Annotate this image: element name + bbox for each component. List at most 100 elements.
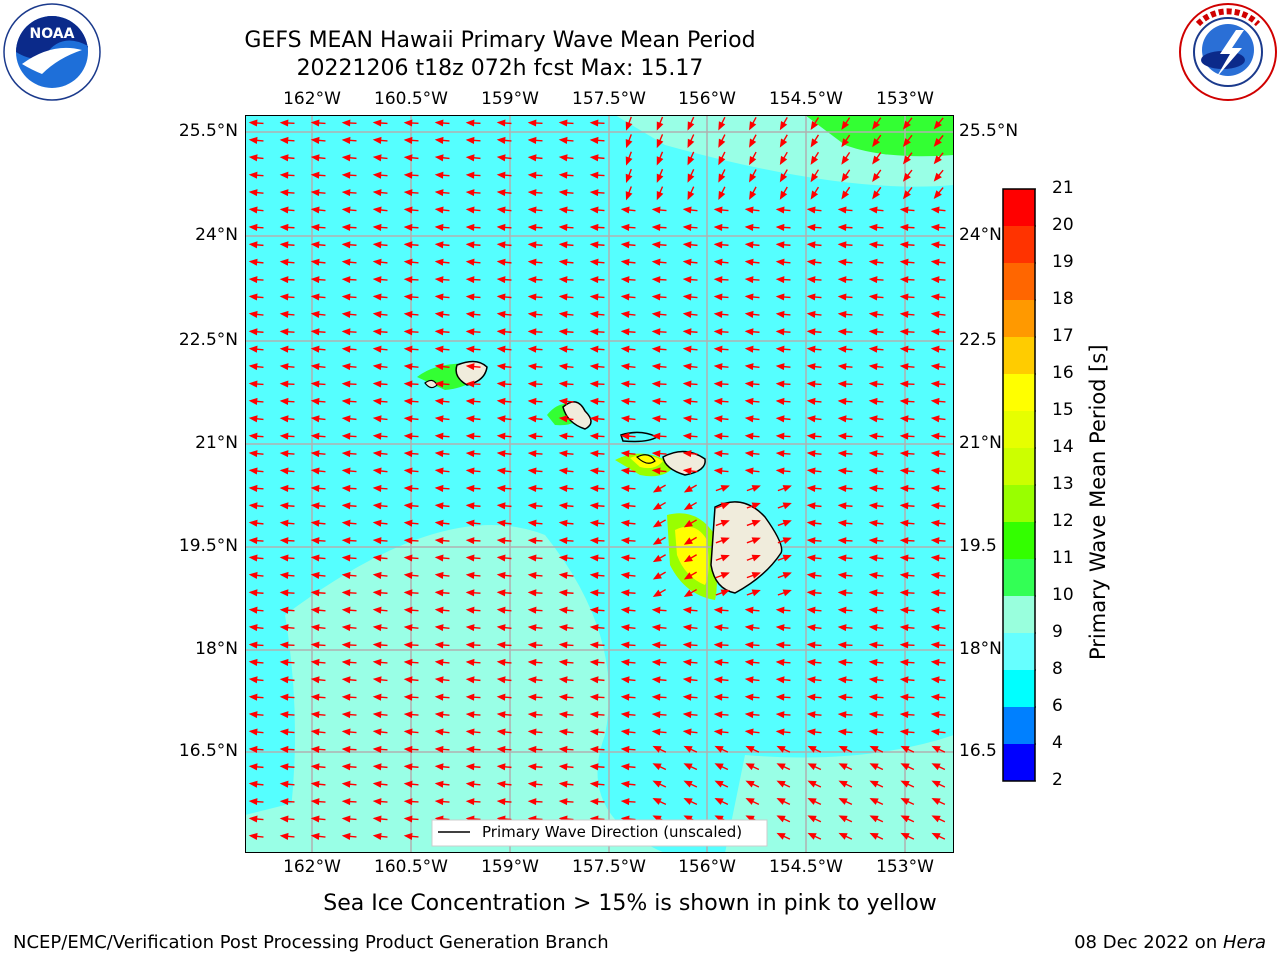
wave-arrow	[838, 745, 853, 753]
wave-arrow	[713, 258, 729, 266]
wave-arrow	[279, 641, 295, 649]
wave-arrow	[279, 258, 295, 266]
wave-arrow	[310, 328, 326, 336]
wave-arrow	[558, 223, 574, 231]
wave-arrow	[682, 432, 698, 440]
wave-arrow	[403, 171, 419, 179]
wave-arrow	[279, 832, 295, 840]
colorbar-segment	[1003, 226, 1035, 264]
wave-arrow	[372, 763, 388, 771]
wave-arrow	[372, 502, 388, 510]
wave-arrow	[715, 502, 730, 510]
wave-arrow	[899, 693, 915, 701]
wave-arrow	[810, 169, 820, 183]
wave-arrow	[775, 223, 791, 231]
wave-arrow	[777, 589, 792, 597]
wave-arrow	[841, 152, 851, 165]
wave-arrow	[434, 241, 450, 249]
colorbar-segment	[1003, 485, 1035, 523]
wave-arrow	[868, 432, 884, 440]
colorbar-segment	[1003, 300, 1035, 338]
wave-arrow	[625, 151, 633, 166]
wave-arrow	[713, 606, 729, 614]
wave-arrow	[746, 485, 761, 492]
wave-arrow	[749, 186, 757, 200]
wave-arrow	[310, 223, 326, 231]
wave-arrow	[620, 345, 636, 353]
wave-arrow	[899, 711, 915, 719]
wave-arrow	[777, 554, 792, 562]
wave-arrow	[310, 415, 326, 423]
wave-arrow	[899, 606, 915, 614]
wave-arrow	[589, 345, 605, 353]
wave-arrow	[341, 241, 357, 249]
wave-arrow	[930, 328, 946, 336]
lon-label-bottom: 153°W	[876, 857, 934, 877]
lat-label-left: 22.5°N	[178, 330, 238, 350]
colorbar-tick-label: 17	[1052, 326, 1074, 346]
wave-arrow	[372, 328, 388, 336]
wave-arrow	[837, 363, 853, 371]
wave-arrow	[744, 258, 760, 266]
wave-arrow	[806, 537, 822, 545]
wave-arrow	[589, 571, 605, 579]
wave-arrow	[620, 223, 636, 231]
wave-arrow	[465, 728, 481, 736]
wave-arrow	[899, 432, 915, 440]
wave-arrow	[279, 711, 295, 719]
wave-arrow	[403, 658, 419, 666]
wave-arrow	[496, 641, 512, 649]
wave-arrow	[930, 589, 946, 597]
wave-arrow	[837, 658, 853, 666]
wave-arrow	[527, 223, 543, 231]
wave-arrow	[713, 241, 729, 249]
wave-arrow	[341, 189, 357, 197]
wave-arrow	[279, 693, 295, 701]
wave-arrow	[558, 328, 574, 336]
wave-arrow	[403, 258, 419, 266]
wave-arrow	[806, 328, 822, 336]
wave-arrow	[496, 467, 512, 475]
wave-arrow	[652, 780, 667, 788]
wave-arrow	[341, 589, 357, 597]
wave-arrow	[341, 397, 357, 405]
wave-arrow	[620, 537, 636, 545]
lon-label-bottom: 159°W	[481, 857, 539, 877]
maui-island	[662, 450, 706, 476]
wave-arrow	[341, 676, 357, 684]
wave-arrow	[341, 276, 357, 284]
wave-arrow	[434, 658, 450, 666]
wave-arrow	[682, 624, 698, 632]
wave-arrow	[527, 798, 543, 806]
wave-arrow	[465, 415, 481, 423]
wave-arrow	[248, 154, 264, 162]
wave-arrow	[527, 310, 543, 318]
wave-arrow	[713, 276, 729, 284]
wave-arrow	[837, 519, 853, 527]
colorbar-tick-label: 2	[1052, 770, 1063, 790]
wave-arrow	[868, 571, 884, 579]
wave-arrow	[403, 589, 419, 597]
wave-arrow	[838, 798, 853, 805]
wave-arrow	[868, 537, 884, 545]
wave-arrow	[310, 676, 326, 684]
wave-arrow	[403, 484, 419, 492]
wave-arrow	[248, 676, 264, 684]
wave-arrow	[527, 293, 543, 301]
colorbar-tick-label: 18	[1052, 289, 1074, 309]
wave-arrow	[558, 693, 574, 701]
wave-arrow	[746, 502, 761, 510]
colorbar-tick-label: 6	[1052, 696, 1063, 716]
wave-arrow	[715, 485, 730, 492]
wave-arrow	[651, 676, 667, 684]
wave-arrow	[899, 571, 915, 579]
colorbar-segment	[1003, 633, 1035, 671]
wave-arrow	[744, 276, 760, 284]
wave-arrow	[682, 258, 698, 266]
colorbar-segment	[1003, 337, 1035, 375]
lanai-island	[635, 454, 656, 464]
wave-arrow	[403, 728, 419, 736]
oahu-island	[562, 401, 592, 430]
wave-arrow	[713, 693, 729, 701]
wave-arrow	[868, 223, 884, 231]
